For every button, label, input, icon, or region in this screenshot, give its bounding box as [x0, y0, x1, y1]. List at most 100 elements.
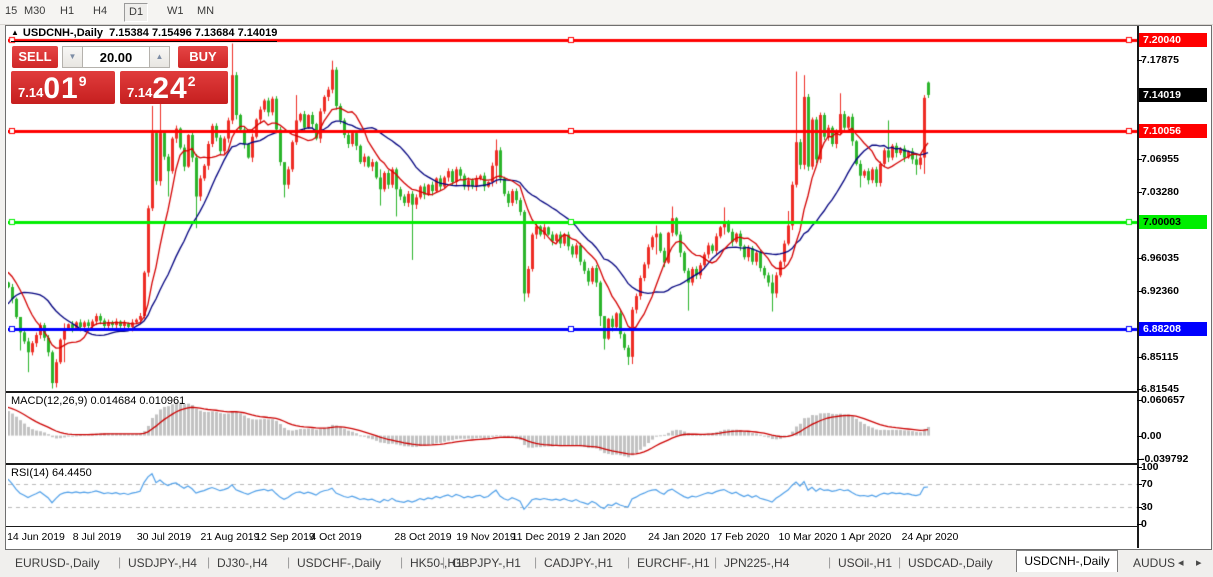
date-label: 30 Jul 2019: [136, 531, 192, 543]
macd-tick-0.060657-tickmark: [1137, 400, 1142, 401]
macd-tick-0.00-tickmark: [1137, 436, 1142, 437]
price-tick-7.03280-tickmark: [1137, 192, 1142, 193]
volume-input[interactable]: [83, 46, 149, 68]
price-tick-6.96035-tickmark: [1137, 258, 1142, 259]
rsi-tick-30-tickmark: [1137, 507, 1142, 508]
date-label: 21 Aug 2019: [200, 531, 260, 543]
timeframe-button-15[interactable]: 15: [5, 5, 18, 17]
macd-tick--0.039792-tickmark: [1137, 459, 1142, 460]
buy-price-sup: 2: [187, 73, 196, 89]
level-price-badge-7.20040: 7.20040: [1139, 33, 1207, 47]
date-label: 24 Apr 2020: [901, 531, 959, 543]
tab-dj30-h4[interactable]: DJ30-,H4: [217, 556, 268, 570]
tab-overflow-audus[interactable]: AUDUS: [1133, 556, 1176, 570]
tab-separator: |: [898, 555, 902, 569]
date-label: 17 Feb 2020: [710, 531, 770, 543]
price-tick-7.03280: 7.03280: [1141, 186, 1179, 198]
timeframe-button-m30[interactable]: M30: [24, 5, 46, 17]
tab-usdcad-daily[interactable]: USDCAD-,Daily: [908, 556, 993, 570]
date-label: 12 Sep 2019: [255, 531, 315, 543]
tab-usoil-h1[interactable]: USOil-,H1: [838, 556, 893, 570]
timeframe-toolbar: 15 M30 H1 H4 D1 W1 MN: [0, 0, 1213, 25]
price-tick-7.17875: 7.17875: [1141, 54, 1179, 66]
sell-price-display[interactable]: 7.14 01 9: [11, 71, 115, 104]
buy-button[interactable]: BUY: [178, 46, 228, 68]
symbol-tab-bar: EURUSD-,Daily | USDJPY-,H4 | DJ30-,H4 | USDCHF…: [0, 550, 1213, 577]
timeframe-button-mn[interactable]: MN: [197, 5, 215, 17]
price-chart-canvas[interactable]: [8, 27, 1137, 527]
chart-title: ▲ USDCNH-,Daily 7.15384 7.15496 7.13684 7…: [11, 27, 278, 42]
volume-decrease-button[interactable]: ▼: [62, 46, 83, 68]
tab-separator: |: [207, 555, 211, 569]
buy-underline: [178, 69, 228, 70]
price-tick-6.81545: 6.81545: [1141, 383, 1179, 395]
price-tick-6.92360: 6.92360: [1141, 285, 1179, 297]
tab-cadjpy-h1[interactable]: CADJPY-,H1: [544, 556, 613, 570]
price-tick-7.06955: 7.06955: [1141, 153, 1179, 165]
timeframe-button-d1[interactable]: D1: [124, 3, 149, 22]
date-label: 4 Oct 2019: [310, 531, 362, 543]
price-tick-7.17875-tickmark: [1137, 60, 1142, 61]
level-price-badge-7.10056: 7.10056: [1139, 124, 1207, 138]
caret-down-icon: ▼: [68, 52, 77, 61]
rsi-tick-100-tickmark: [1137, 467, 1142, 468]
price-scale-divider: [1137, 26, 1139, 548]
tab-scroll-right-icon[interactable]: ▸: [1196, 557, 1202, 569]
tab-separator: |: [287, 555, 291, 569]
date-label: 11 Dec 2019: [511, 531, 571, 543]
tab-eurchf-h1[interactable]: EURCHF-,H1: [637, 556, 710, 570]
macd-rsi-separator[interactable]: [6, 463, 1211, 465]
sell-price-sup: 9: [78, 73, 87, 89]
buy-price-display[interactable]: 7.14 24 2: [120, 71, 228, 104]
rsi-indicator-label: RSI(14) 64.4450: [11, 467, 92, 479]
sell-price-big: 01: [43, 72, 79, 105]
date-label: 1 Apr 2020: [840, 531, 892, 543]
tab-hk50-h1[interactable]: HK50-,H1: [410, 556, 463, 570]
price-scale-column: [1139, 26, 1211, 548]
macd-tick-0.060657: 0.060657: [1141, 394, 1185, 406]
date-label: 10 Mar 2020: [778, 531, 838, 543]
sell-price-prefix: 7.14: [18, 85, 44, 100]
price-tick-6.96035: 6.96035: [1141, 252, 1179, 264]
tab-separator: |: [118, 555, 122, 569]
collapse-triangle-icon[interactable]: ▲: [11, 28, 19, 37]
sell-underline: [12, 69, 58, 70]
tab-usdchf-daily[interactable]: USDCHF-,Daily: [297, 556, 381, 570]
rsi-tick-0-tickmark: [1137, 524, 1142, 525]
date-label: 8 Jul 2019: [72, 531, 122, 543]
tab-separator: |: [627, 555, 631, 569]
tab-gbpjpy-h1[interactable]: GBPJPY-,H1: [452, 556, 521, 570]
timeframe-button-h1[interactable]: H1: [60, 5, 75, 17]
timeframe-button-w1[interactable]: W1: [167, 5, 184, 17]
tab-separator: |: [828, 555, 832, 569]
tab-eurusd-daily[interactable]: EURUSD-,Daily: [15, 556, 100, 570]
tab-separator: |: [714, 555, 718, 569]
tab-active-usdcnh-daily[interactable]: USDCNH-,Daily: [1016, 550, 1118, 572]
main-macd-separator[interactable]: [6, 391, 1211, 393]
date-label: 19 Nov 2019: [456, 531, 516, 543]
tab-separator: |: [534, 555, 538, 569]
price-tick-6.85115: 6.85115: [1141, 351, 1179, 363]
volume-control: ▼ ▲: [62, 46, 172, 68]
sell-button[interactable]: SELL: [12, 46, 58, 68]
chart-ohlc-values: 7.15384 7.15496 7.13684 7.14019: [109, 27, 278, 39]
date-label: 2 Jan 2020: [574, 531, 626, 543]
rsi-tick-0: 0: [1141, 518, 1147, 530]
price-tick-6.92360-tickmark: [1137, 291, 1142, 292]
price-tick-6.85115-tickmark: [1137, 357, 1142, 358]
tab-scroll-left-icon[interactable]: ◂: [1178, 557, 1184, 569]
date-label: 24 Jan 2020: [648, 531, 706, 543]
date-label: 14 Jun 2019: [7, 531, 65, 543]
tab-jpn225-h4[interactable]: JPN225-,H4: [724, 556, 790, 570]
price-tick-6.81545-tickmark: [1137, 389, 1142, 390]
tab-separator: |: [442, 555, 446, 569]
volume-increase-button[interactable]: ▲: [149, 46, 170, 68]
macd-tick--0.039792: -0.039792: [1141, 453, 1189, 465]
rsi-tick-30: 30: [1141, 501, 1153, 513]
rsi-bottom-separator: [6, 526, 1211, 527]
rsi-tick-70-tickmark: [1137, 484, 1142, 485]
tab-usdjpy-h4[interactable]: USDJPY-,H4: [128, 556, 197, 570]
caret-up-icon: ▲: [155, 52, 164, 61]
timeframe-button-h4[interactable]: H4: [93, 5, 108, 17]
